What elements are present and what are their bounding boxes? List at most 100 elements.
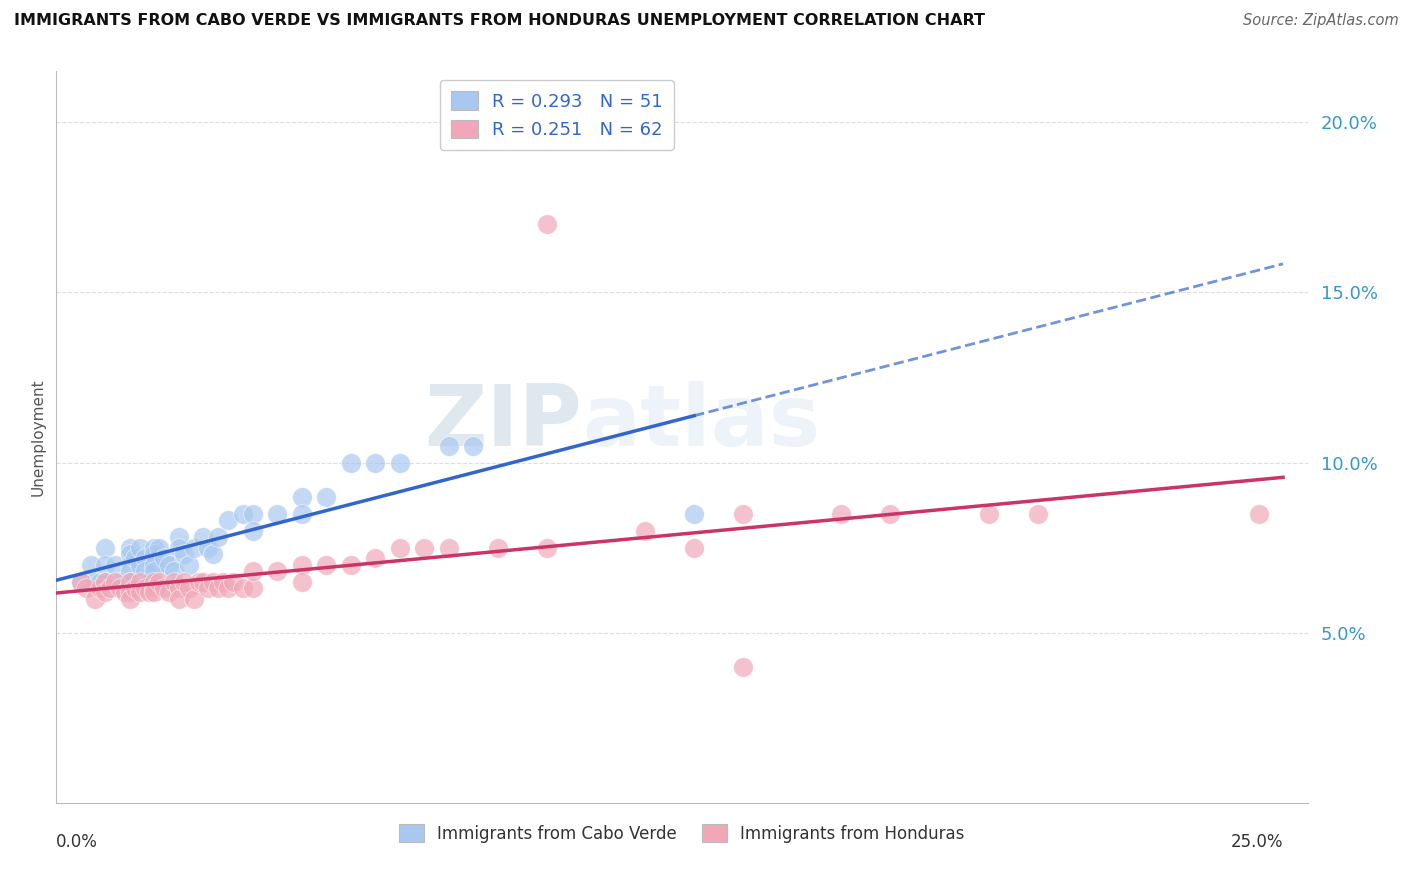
Point — [157, 558, 180, 572]
Text: 25.0%: 25.0% — [1230, 833, 1284, 851]
Point — [388, 456, 411, 470]
Point — [437, 439, 460, 453]
Point — [266, 565, 288, 579]
Point — [118, 541, 141, 555]
Point — [69, 574, 91, 589]
Point — [339, 558, 361, 572]
Point — [104, 574, 127, 589]
Point — [143, 582, 166, 596]
Point — [207, 582, 229, 596]
Point — [183, 591, 205, 606]
Point — [118, 565, 141, 579]
Point — [1026, 507, 1049, 521]
Point — [193, 531, 215, 545]
Point — [128, 585, 150, 599]
Point — [830, 507, 852, 521]
Point — [413, 541, 436, 555]
Point — [143, 558, 166, 572]
Point — [128, 574, 150, 589]
Point — [124, 582, 146, 596]
Point — [232, 582, 254, 596]
Point — [143, 541, 166, 555]
Point — [153, 582, 176, 596]
Point — [128, 541, 150, 555]
Point — [118, 558, 141, 572]
Point — [134, 550, 156, 565]
Point — [148, 574, 170, 589]
Point — [183, 541, 205, 555]
Point — [733, 659, 755, 673]
Point — [104, 558, 127, 572]
Point — [118, 591, 141, 606]
Point — [1247, 507, 1270, 521]
Text: Source: ZipAtlas.com: Source: ZipAtlas.com — [1243, 13, 1399, 29]
Point — [437, 541, 460, 555]
Point — [364, 456, 387, 470]
Point — [197, 582, 219, 596]
Point — [536, 218, 558, 232]
Point — [138, 574, 160, 589]
Point — [94, 574, 117, 589]
Point — [315, 558, 337, 572]
Legend: Immigrants from Cabo Verde, Immigrants from Honduras: Immigrants from Cabo Verde, Immigrants f… — [392, 818, 972, 849]
Point — [683, 507, 706, 521]
Point — [114, 585, 136, 599]
Point — [222, 574, 245, 589]
Point — [212, 574, 235, 589]
Text: atlas: atlas — [582, 381, 820, 464]
Point — [217, 513, 239, 527]
Point — [143, 585, 166, 599]
Point — [242, 565, 264, 579]
Point — [266, 507, 288, 521]
Point — [134, 565, 156, 579]
Point — [486, 541, 509, 555]
Point — [733, 507, 755, 521]
Point — [148, 541, 170, 555]
Point — [143, 565, 166, 579]
Point — [167, 582, 190, 596]
Point — [207, 531, 229, 545]
Point — [84, 591, 107, 606]
Point — [167, 591, 190, 606]
Point — [94, 585, 117, 599]
Point — [879, 507, 901, 521]
Point — [291, 558, 314, 572]
Y-axis label: Unemployment: Unemployment — [30, 378, 45, 496]
Point — [173, 574, 195, 589]
Point — [232, 507, 254, 521]
Point — [242, 507, 264, 521]
Point — [173, 548, 195, 562]
Point — [98, 582, 121, 596]
Point — [291, 574, 314, 589]
Point — [118, 574, 141, 589]
Point — [118, 548, 141, 562]
Point — [364, 550, 387, 565]
Point — [134, 582, 156, 596]
Point — [177, 582, 200, 596]
Point — [291, 490, 314, 504]
Point — [463, 439, 485, 453]
Point — [291, 507, 314, 521]
Point — [94, 574, 117, 589]
Point — [89, 574, 111, 589]
Point — [315, 490, 337, 504]
Point — [242, 582, 264, 596]
Point — [157, 585, 180, 599]
Point — [118, 585, 141, 599]
Point — [128, 558, 150, 572]
Point — [977, 507, 1000, 521]
Point — [167, 531, 190, 545]
Point — [118, 574, 141, 589]
Point — [84, 574, 107, 589]
Point — [108, 582, 131, 596]
Point — [94, 541, 117, 555]
Point — [153, 550, 176, 565]
Point — [177, 558, 200, 572]
Text: 0.0%: 0.0% — [56, 833, 98, 851]
Point — [202, 574, 225, 589]
Point — [683, 541, 706, 555]
Point — [167, 541, 190, 555]
Point — [217, 582, 239, 596]
Point — [202, 548, 225, 562]
Point — [388, 541, 411, 555]
